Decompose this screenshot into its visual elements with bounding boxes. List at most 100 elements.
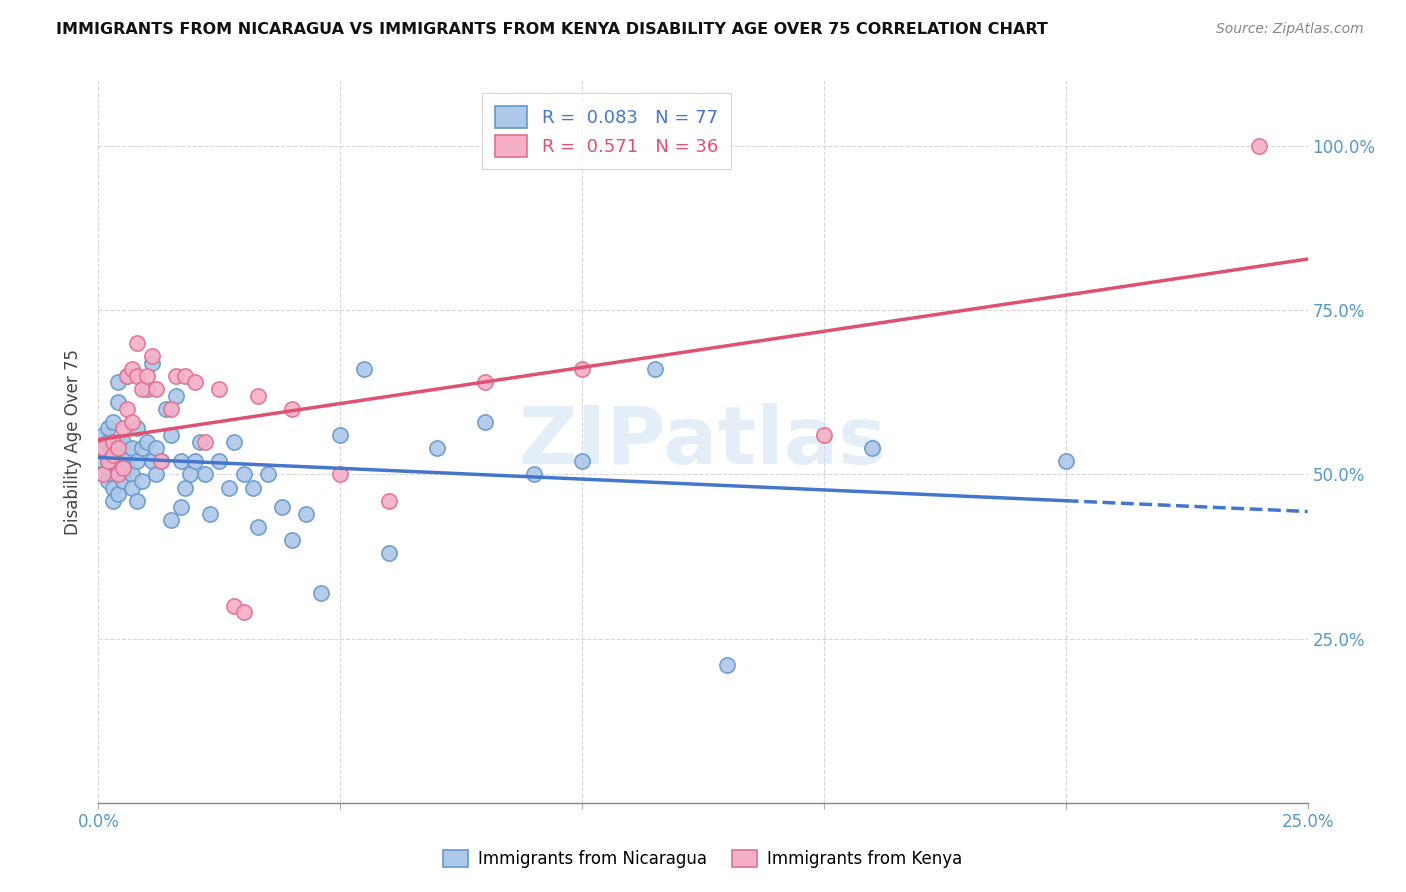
Point [101,454,124,468]
Point [121,467,143,482]
Point [165,388,187,402]
Point [242,481,264,495]
Point [97,421,120,435]
Y-axis label: Disability Age Over 75: Disability Age Over 75 [65,349,83,534]
Point [208,382,231,396]
Point [101,448,124,462]
Point [107,441,129,455]
Point [174,368,197,383]
Point [353,362,375,376]
Point [160,513,183,527]
Point [111,454,134,468]
Point [101,415,124,429]
Point [135,382,157,396]
Point [716,657,738,672]
Point [644,362,666,376]
Point [91,467,114,482]
Point [101,493,124,508]
Point [184,454,207,468]
Point [150,454,173,468]
Point [174,481,197,495]
Point [101,467,124,482]
Point [426,441,449,455]
Point [117,401,139,416]
Point [107,395,129,409]
Point [188,434,211,449]
Point [107,376,129,390]
Point [169,454,191,468]
Text: ZIPatlas: ZIPatlas [519,402,887,481]
Point [97,474,120,488]
Point [160,401,183,416]
Point [194,467,217,482]
Point [281,401,304,416]
Point [121,441,143,455]
Point [127,336,149,351]
Text: IMMIGRANTS FROM NICARAGUA VS IMMIGRANTS FROM KENYA DISABILITY AGE OVER 75 CORREL: IMMIGRANTS FROM NICARAGUA VS IMMIGRANTS … [56,22,1047,37]
Point [91,454,114,468]
Point [1249,139,1271,153]
Point [135,368,157,383]
Point [150,454,173,468]
Point [91,467,114,482]
Point [145,441,167,455]
Point [247,388,270,402]
Point [101,434,124,449]
Point [111,421,134,435]
Point [184,376,207,390]
Point [329,467,352,482]
Point [198,507,221,521]
Point [121,481,143,495]
Point [127,454,149,468]
Point [141,356,163,370]
Point [91,441,114,455]
Point [107,467,129,482]
Point [145,467,167,482]
Legend: Immigrants from Nicaragua, Immigrants from Kenya: Immigrants from Nicaragua, Immigrants fr… [437,843,969,875]
Point [165,368,187,383]
Point [111,474,134,488]
Point [523,467,546,482]
Point [860,441,883,455]
Point [309,585,332,599]
Point [218,481,240,495]
Point [247,520,270,534]
Point [127,493,149,508]
Point [101,441,124,455]
Point [131,441,153,455]
Point [101,481,124,495]
Point [111,460,134,475]
Point [281,533,304,547]
Point [131,474,153,488]
Text: Source: ZipAtlas.com: Source: ZipAtlas.com [1216,22,1364,37]
Point [97,434,120,449]
Point [179,467,201,482]
Point [97,454,120,468]
Point [232,467,254,482]
Point [474,415,496,429]
Point [474,376,496,390]
Point [145,382,167,396]
Point [111,434,134,449]
Point [377,493,399,508]
Point [813,428,835,442]
Point [377,546,399,560]
Legend: R =  0.083   N = 77, R =  0.571   N = 36: R = 0.083 N = 77, R = 0.571 N = 36 [482,93,731,169]
Point [135,434,157,449]
Point [271,500,294,515]
Point [121,362,143,376]
Point [117,368,139,383]
Point [295,507,318,521]
Point [1054,454,1077,468]
Point [194,434,217,449]
Point [155,401,177,416]
Point [127,368,149,383]
Point [107,448,129,462]
Point [571,454,593,468]
Point [256,467,278,482]
Point [222,599,245,613]
Point [117,368,139,383]
Point [107,460,129,475]
Point [117,448,139,462]
Point [117,460,139,475]
